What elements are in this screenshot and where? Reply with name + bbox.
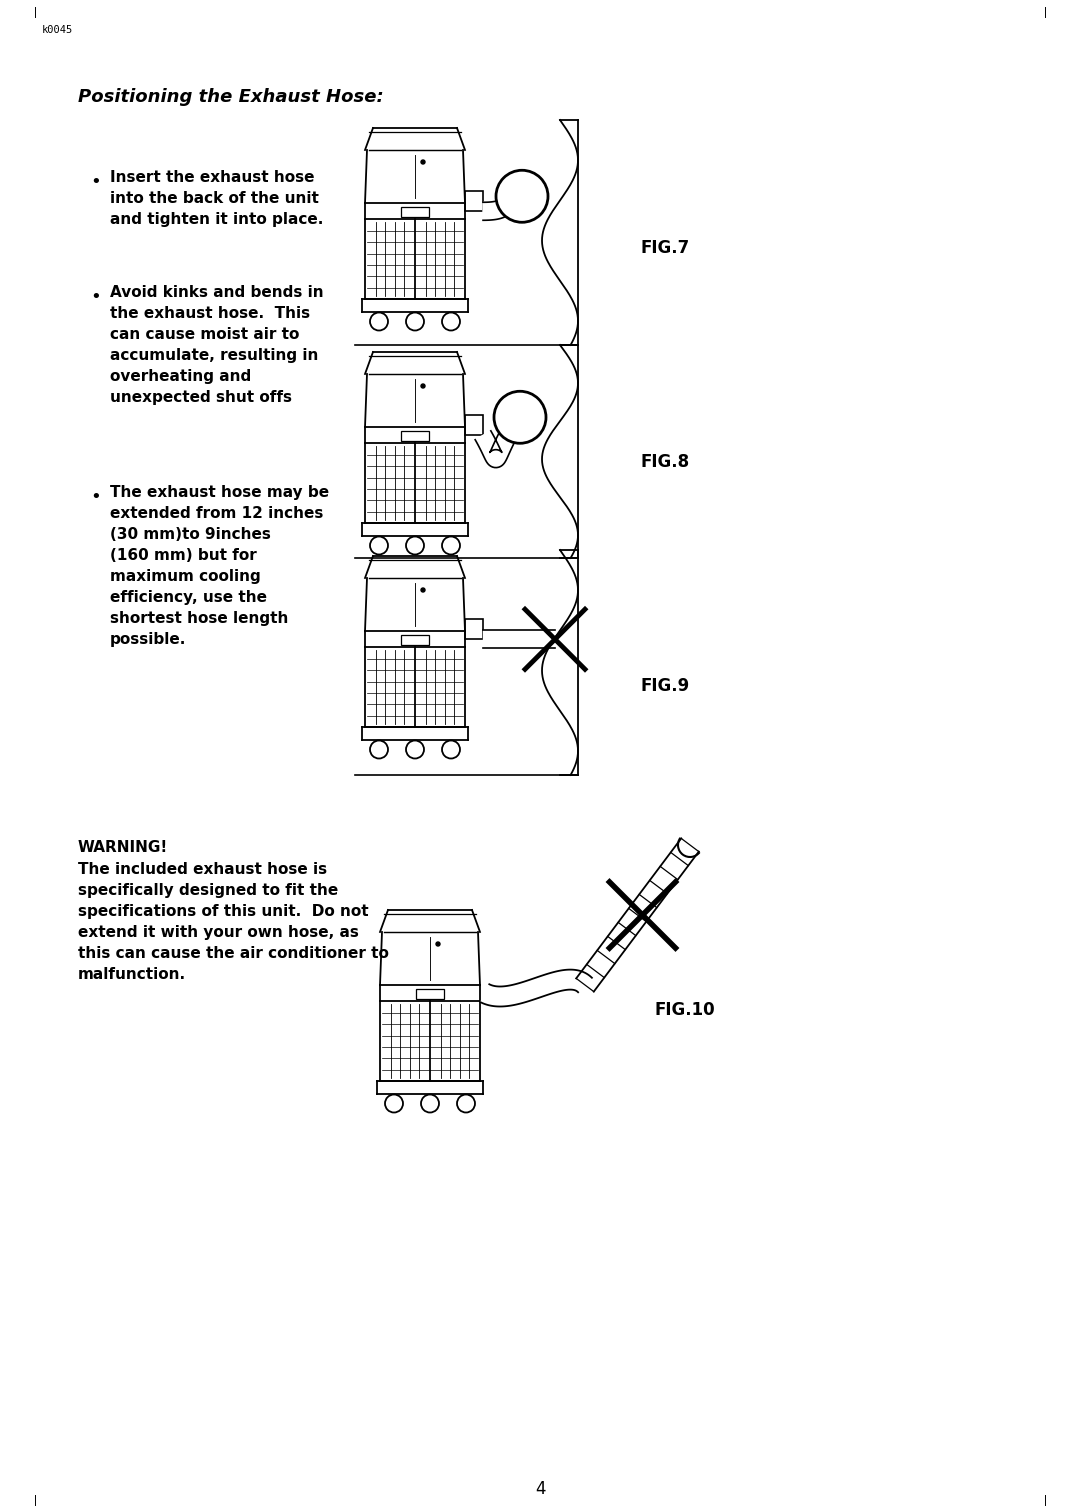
Text: Positioning the Exhaust Hose:: Positioning the Exhaust Hose: bbox=[78, 88, 383, 106]
Text: FIG.10: FIG.10 bbox=[654, 1001, 716, 1019]
Circle shape bbox=[370, 313, 388, 331]
Text: shortest hose length: shortest hose length bbox=[110, 611, 288, 626]
Text: •: • bbox=[90, 287, 100, 305]
Text: FIG.7: FIG.7 bbox=[640, 239, 689, 257]
Text: •: • bbox=[90, 488, 100, 507]
Circle shape bbox=[494, 392, 546, 443]
Text: Insert the exhaust hose: Insert the exhaust hose bbox=[110, 169, 314, 184]
Text: this can cause the air conditioner to: this can cause the air conditioner to bbox=[78, 947, 389, 962]
Circle shape bbox=[370, 741, 388, 759]
Text: into the back of the unit: into the back of the unit bbox=[110, 191, 319, 206]
Text: k0045: k0045 bbox=[42, 26, 73, 35]
Circle shape bbox=[384, 1095, 403, 1113]
Text: accumulate, resulting in: accumulate, resulting in bbox=[110, 348, 319, 363]
Text: extend it with your own hose, as: extend it with your own hose, as bbox=[78, 925, 359, 940]
Text: the exhaust hose.  This: the exhaust hose. This bbox=[110, 305, 310, 321]
Bar bbox=[416, 989, 444, 999]
Text: (30 mm)to 9inches: (30 mm)to 9inches bbox=[110, 528, 271, 541]
Bar bbox=[401, 207, 429, 218]
Circle shape bbox=[406, 537, 424, 555]
Text: The exhaust hose may be: The exhaust hose may be bbox=[110, 485, 329, 500]
Bar bbox=[465, 192, 483, 212]
Circle shape bbox=[436, 942, 440, 947]
Text: The included exhaust hose is: The included exhaust hose is bbox=[78, 862, 327, 877]
Text: WARNING!: WARNING! bbox=[78, 841, 168, 854]
Circle shape bbox=[421, 588, 426, 593]
Bar bbox=[465, 416, 483, 435]
Circle shape bbox=[370, 537, 388, 555]
Bar bbox=[401, 635, 429, 646]
Text: (160 mm) but for: (160 mm) but for bbox=[110, 547, 257, 562]
Circle shape bbox=[421, 160, 426, 163]
Circle shape bbox=[421, 384, 426, 389]
Polygon shape bbox=[481, 969, 592, 1007]
Circle shape bbox=[406, 313, 424, 331]
Text: FIG.8: FIG.8 bbox=[640, 454, 689, 472]
Text: •: • bbox=[90, 172, 100, 191]
Circle shape bbox=[421, 1095, 438, 1113]
Polygon shape bbox=[483, 631, 555, 649]
Circle shape bbox=[406, 741, 424, 759]
Circle shape bbox=[442, 313, 460, 331]
Circle shape bbox=[457, 1095, 475, 1113]
Text: extended from 12 inches: extended from 12 inches bbox=[110, 507, 323, 522]
Polygon shape bbox=[483, 187, 523, 221]
Text: unexpected shut offs: unexpected shut offs bbox=[110, 390, 292, 405]
Text: possible.: possible. bbox=[110, 632, 187, 647]
Text: 4: 4 bbox=[535, 1480, 545, 1498]
Text: can cause moist air to: can cause moist air to bbox=[110, 327, 299, 342]
Text: and tighten it into place.: and tighten it into place. bbox=[110, 212, 323, 227]
Text: maximum cooling: maximum cooling bbox=[110, 569, 260, 584]
Circle shape bbox=[496, 171, 548, 222]
Text: specifications of this unit.  Do not: specifications of this unit. Do not bbox=[78, 904, 368, 919]
Bar bbox=[401, 431, 429, 442]
Text: specifically designed to fit the: specifically designed to fit the bbox=[78, 883, 338, 898]
Text: malfunction.: malfunction. bbox=[78, 968, 186, 981]
Text: overheating and: overheating and bbox=[110, 369, 252, 384]
Text: FIG.9: FIG.9 bbox=[640, 677, 689, 696]
Circle shape bbox=[442, 741, 460, 759]
Text: efficiency, use the: efficiency, use the bbox=[110, 590, 267, 605]
Bar bbox=[465, 620, 483, 640]
Polygon shape bbox=[475, 413, 526, 467]
Text: Avoid kinks and bends in: Avoid kinks and bends in bbox=[110, 284, 324, 299]
Circle shape bbox=[442, 537, 460, 555]
Polygon shape bbox=[577, 838, 699, 992]
